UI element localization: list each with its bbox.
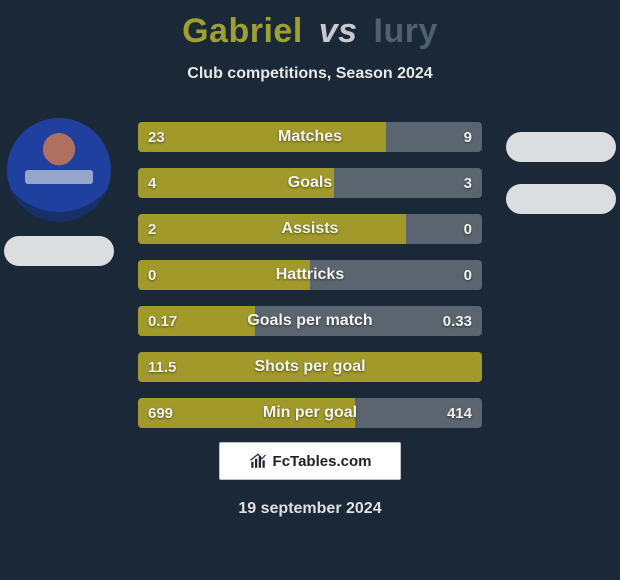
title-vs: vs	[319, 12, 358, 50]
stat-row: 699414Min per goal	[138, 398, 482, 428]
stat-label: Shots per goal	[138, 352, 482, 382]
subtitle: Club competitions, Season 2024	[0, 65, 620, 83]
stat-row: 20Assists	[138, 214, 482, 244]
stat-label: Goals per match	[138, 306, 482, 336]
date-line: 19 september 2024	[0, 500, 620, 518]
player-right-badge-top	[506, 132, 616, 162]
content-root: Gabriel vs Iury Club competitions, Seaso…	[0, 0, 620, 580]
title-player2: Iury	[374, 12, 438, 50]
stat-label: Assists	[138, 214, 482, 244]
brand-box[interactable]: FcTables.com	[219, 442, 401, 480]
stat-label: Min per goal	[138, 398, 482, 428]
stat-row: 11.5Shots per goal	[138, 352, 482, 382]
stat-row: 43Goals	[138, 168, 482, 198]
player-right-badge-bottom	[506, 184, 616, 214]
stat-label: Goals	[138, 168, 482, 198]
stat-row: 0.170.33Goals per match	[138, 306, 482, 336]
player-right-column	[506, 118, 616, 214]
page-title: Gabriel vs Iury	[0, 0, 620, 51]
title-player1: Gabriel	[182, 12, 303, 50]
stat-label: Matches	[138, 122, 482, 152]
brand-chart-icon	[249, 452, 267, 470]
stats-bars: 239Matches 43Goals 20Assists 00Hattricks 0.1…	[138, 122, 482, 444]
player-left-badge	[4, 236, 114, 266]
stat-row: 239Matches	[138, 122, 482, 152]
player-left-avatar	[7, 118, 111, 222]
stat-label: Hattricks	[138, 260, 482, 290]
brand-text: FcTables.com	[273, 453, 372, 470]
player-left-column	[4, 118, 114, 266]
stat-row: 00Hattricks	[138, 260, 482, 290]
